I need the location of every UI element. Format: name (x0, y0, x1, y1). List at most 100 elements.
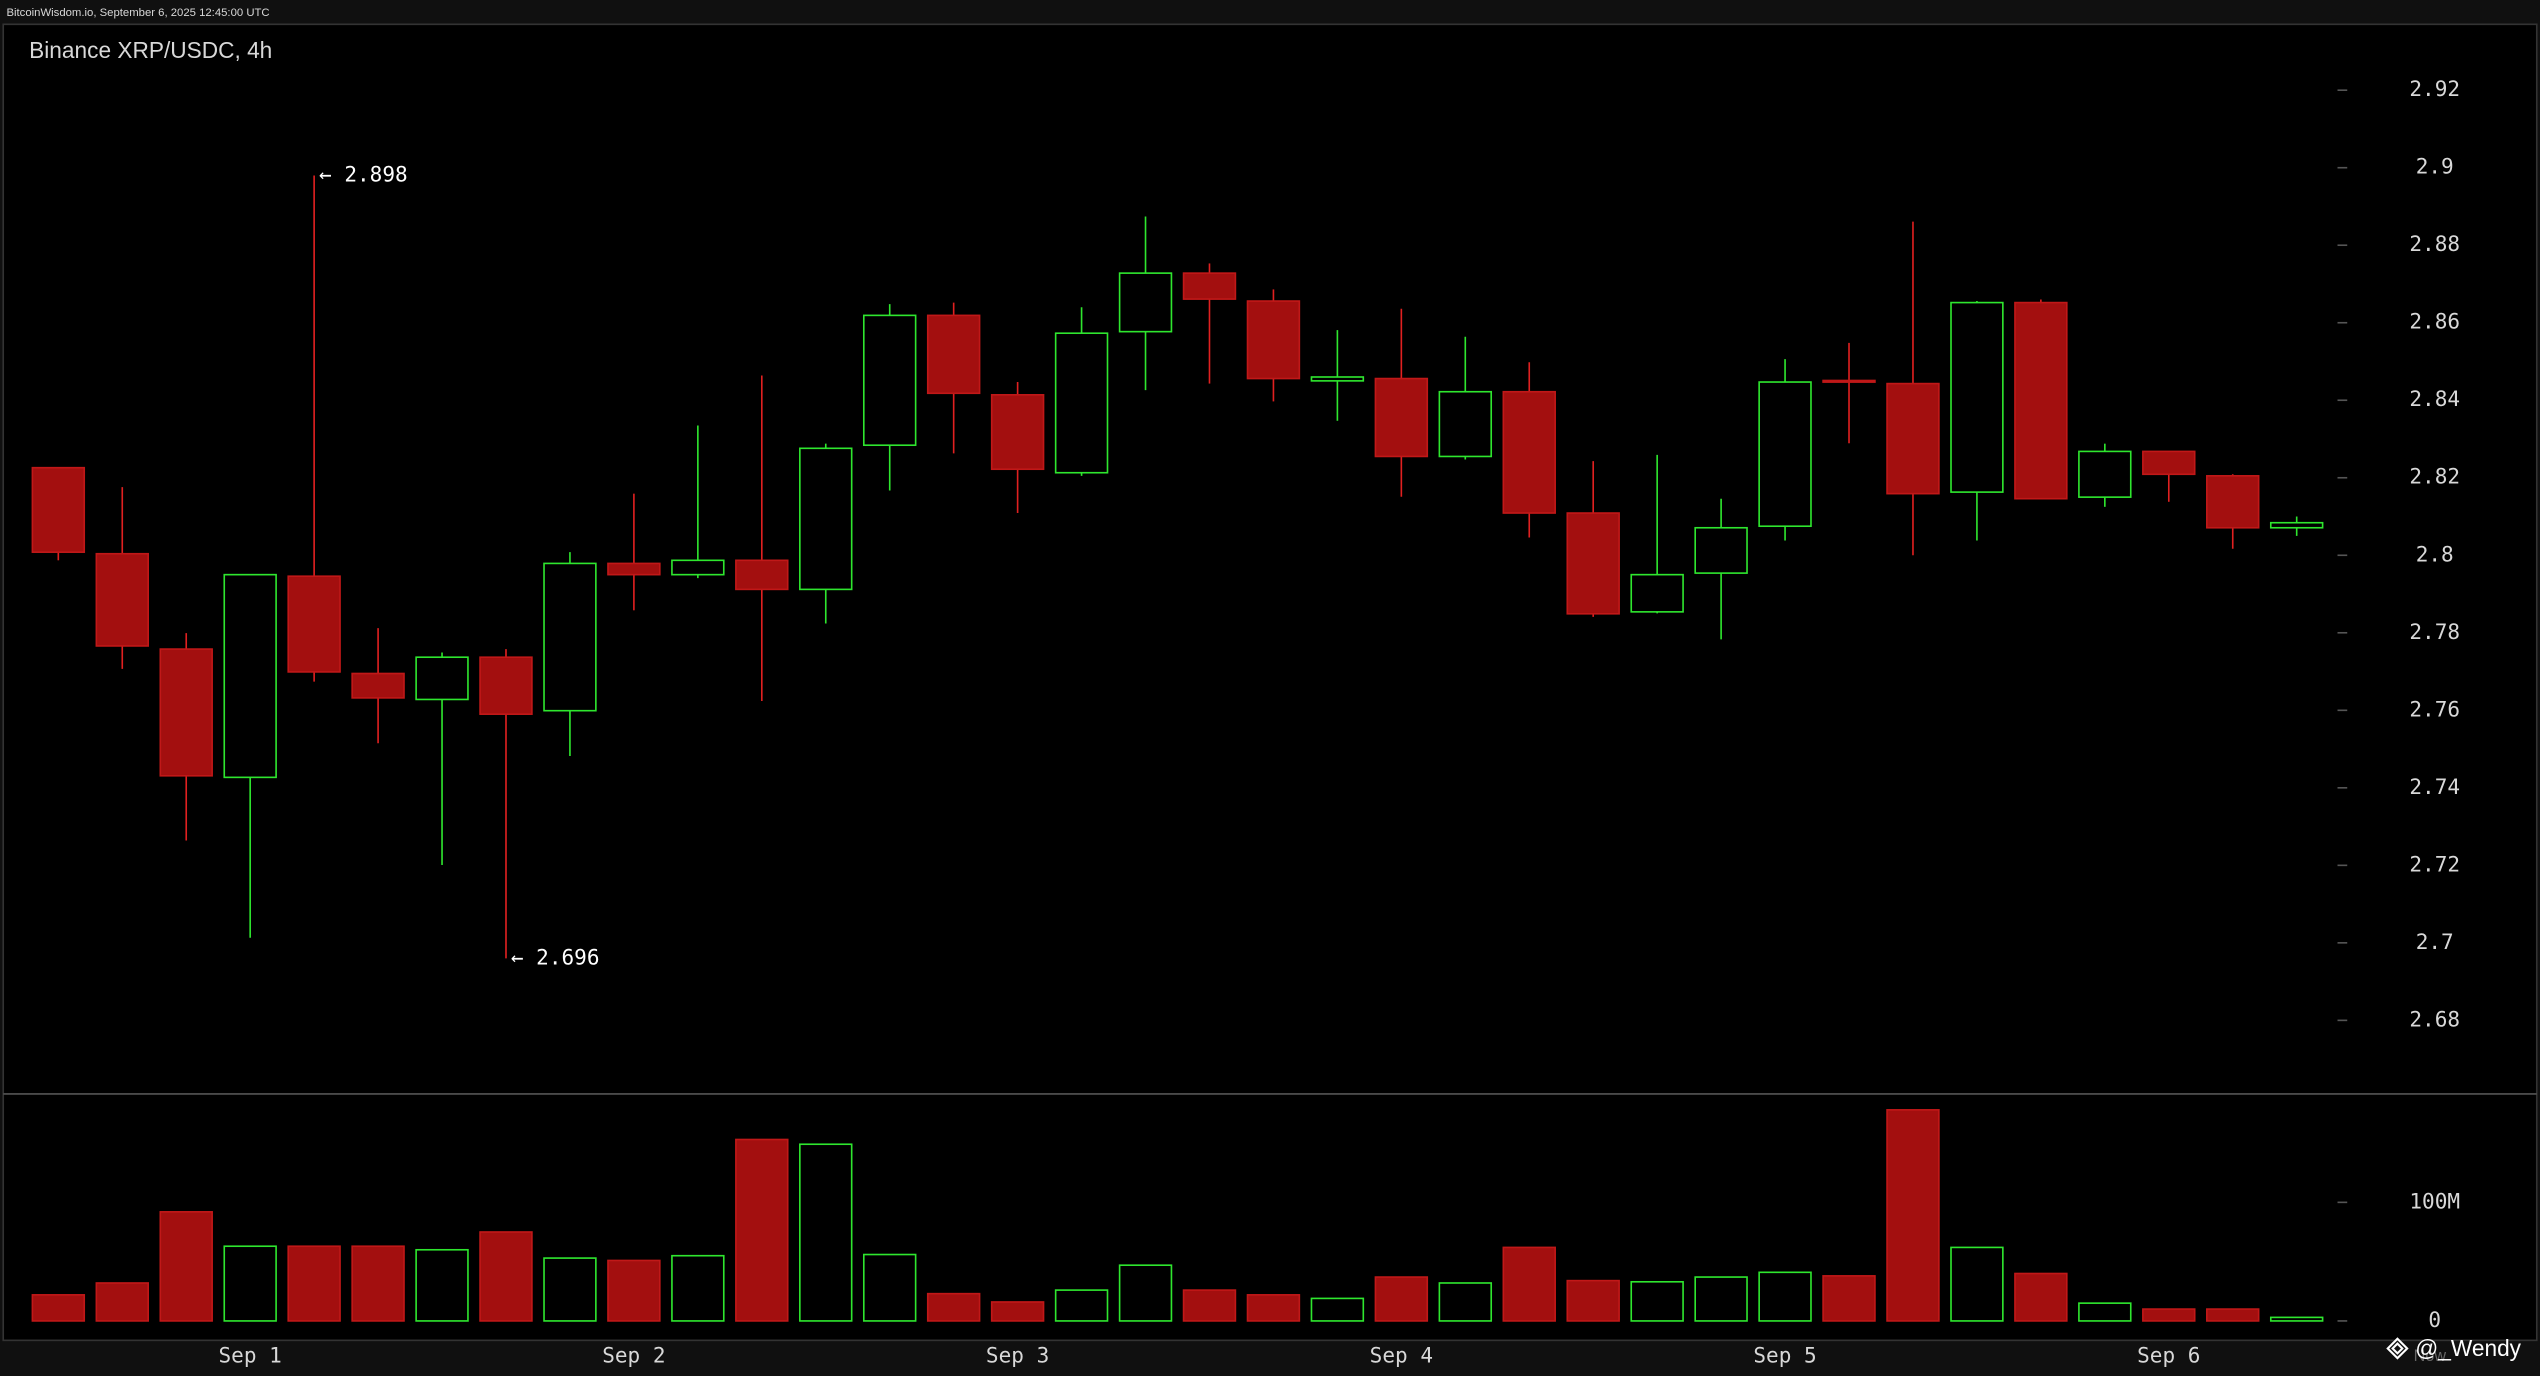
candle-body (862, 314, 917, 447)
volume-bar (1246, 1294, 1301, 1322)
x-tick-label: Sep 6 (2137, 1343, 2200, 1368)
volume-bar (415, 1248, 469, 1322)
volume-bar (1502, 1246, 1556, 1322)
price-annotation: ← 2.696 (511, 944, 600, 969)
candle-body (607, 562, 661, 576)
candle-body (1054, 332, 1109, 474)
candle-body (2014, 301, 2068, 500)
candle-body (95, 552, 149, 647)
source-label: BitcoinWisdom.io, September 6, 2025 12:4… (6, 7, 269, 19)
volume-bar (607, 1259, 661, 1322)
candle-body (1118, 272, 1173, 333)
price-annotation: ← 2.898 (319, 161, 408, 186)
y-tick-label: 2.78 (2409, 619, 2460, 644)
y-tick-label: 2.82 (2409, 464, 2460, 489)
x-tick-label: Sep 1 (219, 1343, 282, 1368)
candle-body (1182, 272, 1237, 300)
candle-body (2206, 475, 2260, 529)
y-tick-label: 2.72 (2409, 851, 2460, 876)
candle-body (2142, 450, 2196, 476)
volume-bar (862, 1253, 917, 1322)
volume-bar (31, 1294, 86, 1322)
volume-bar (2269, 1316, 2324, 1322)
x-tick-label: Sep 2 (602, 1343, 665, 1368)
volume-bar (287, 1245, 341, 1322)
chart-title: Binance XRP/USDC, 4h (29, 37, 272, 63)
volume-bar (2206, 1308, 2260, 1322)
x-tick-label: Sep 5 (1753, 1343, 1816, 1368)
volume-bar (1886, 1109, 1940, 1322)
volume-bar (543, 1257, 597, 1322)
candle-body (159, 648, 213, 777)
candle-body (671, 559, 725, 576)
volume-bar (735, 1138, 789, 1322)
volume-bar (95, 1282, 149, 1322)
volume-bar (1182, 1289, 1237, 1322)
y-tick-label: 2.68 (2409, 1006, 2460, 1031)
candle-body (1950, 301, 2004, 493)
y-tick-label: 2.7 (2416, 929, 2454, 954)
candle-body (2269, 521, 2324, 529)
volume-bar (926, 1292, 981, 1322)
volume-bar (671, 1254, 725, 1322)
candle-body (479, 656, 533, 715)
candle-body (287, 575, 341, 673)
volume-bar (2142, 1308, 2196, 1322)
volume-bar (799, 1143, 853, 1322)
volume-bar (1950, 1246, 2004, 1322)
watermark: @_Wendy (2415, 1335, 2521, 1361)
volume-tick-label: 100M (2409, 1188, 2460, 1213)
volume-bar (2078, 1302, 2132, 1322)
volume-bar (1118, 1264, 1173, 1322)
volume-bar (1374, 1276, 1429, 1322)
candle-body (735, 559, 789, 591)
volume-bar (990, 1301, 1045, 1322)
y-tick-label: 2.76 (2409, 696, 2460, 721)
candle-body (1694, 526, 1748, 574)
volume-bar (1054, 1289, 1109, 1322)
candle-body (1374, 377, 1429, 458)
candle-body (926, 314, 981, 395)
candle-body (415, 656, 469, 701)
y-tick-label: 2.86 (2409, 309, 2460, 334)
volume-bar (2014, 1272, 2068, 1322)
volume-bar (1822, 1275, 1876, 1322)
candle-body (1566, 512, 1620, 615)
candle-body (1822, 379, 1876, 383)
candle-body (1758, 381, 1812, 528)
candle-body (351, 672, 405, 699)
volume-bar (1310, 1297, 1365, 1322)
volume-tick-label: 0 (2428, 1307, 2441, 1332)
candle-body (1310, 376, 1365, 382)
volume-bar (223, 1245, 277, 1322)
y-tick-label: 2.84 (2409, 386, 2460, 411)
volume-bar (159, 1211, 213, 1322)
candle-body (543, 562, 597, 712)
candle-body (1630, 573, 1684, 613)
x-tick-label: Sep 3 (986, 1343, 1049, 1368)
y-tick-label: 2.88 (2409, 231, 2460, 256)
candle-body (799, 447, 853, 591)
candle-body (31, 466, 86, 553)
watermark-logo (2386, 1337, 2409, 1360)
candle-body (990, 394, 1045, 471)
candle-body (1886, 382, 1940, 495)
now-label: Now (2414, 1347, 2447, 1365)
volume-bar (351, 1245, 405, 1322)
volume-bar (1630, 1280, 1684, 1322)
y-tick-label: 2.8 (2416, 541, 2454, 566)
volume-bar (1758, 1271, 1812, 1322)
x-tick-label: Sep 4 (1370, 1343, 1433, 1368)
volume-bar (1694, 1276, 1748, 1322)
y-tick-label: 2.74 (2409, 774, 2460, 799)
volume-bar (1438, 1282, 1493, 1322)
candle-body (2078, 450, 2132, 498)
y-tick-label: 2.9 (2416, 154, 2454, 179)
y-tick-label: 2.92 (2409, 76, 2460, 101)
candle-body (1438, 390, 1493, 458)
volume-bar (1566, 1279, 1620, 1322)
volume-bar (479, 1231, 533, 1322)
candle-body (1502, 390, 1556, 514)
